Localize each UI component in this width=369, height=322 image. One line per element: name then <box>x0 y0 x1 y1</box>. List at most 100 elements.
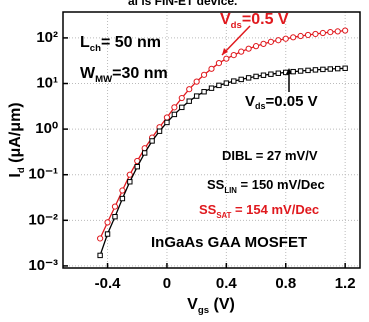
marker <box>260 40 267 47</box>
y-axis-label: Id (μA/μm) <box>7 102 27 177</box>
annotation: WMW=30 nm <box>80 65 168 85</box>
marker <box>119 195 126 202</box>
marker <box>297 32 304 40</box>
marker <box>111 203 119 210</box>
x-tick-label: 0 <box>163 275 171 292</box>
y-axis-label-part: I <box>7 173 24 177</box>
marker <box>97 235 104 242</box>
marker <box>304 31 312 39</box>
marker <box>260 72 267 78</box>
arrow-head <box>222 48 228 55</box>
y-tick-label: 10⁰ <box>35 120 58 137</box>
marker <box>319 29 326 37</box>
marker <box>186 98 192 104</box>
series-line <box>99 67 346 256</box>
marker <box>230 51 237 59</box>
annotation-part: V <box>245 93 255 110</box>
marker <box>149 138 155 144</box>
marker <box>163 114 171 121</box>
marker <box>312 30 319 38</box>
marker <box>342 65 348 71</box>
annotation-sub: SAT <box>216 211 231 220</box>
marker <box>127 179 133 185</box>
y-axis-label-part: (μA/μm) <box>7 102 24 167</box>
annotation: SSSAT = 154 mV/Dec <box>199 202 319 219</box>
arrow-head <box>286 68 292 74</box>
top-fragment: al is FIN-ET device. <box>128 0 237 8</box>
annotation-part: V <box>220 11 231 28</box>
annotation-part: DIBL = 27 mV/V <box>222 148 318 163</box>
annotation-sub: ch <box>90 43 101 54</box>
x-axis-label: Vgs (V) <box>187 296 235 316</box>
marker <box>245 45 252 52</box>
annotation-sub: LIN <box>224 186 237 195</box>
marker <box>126 171 133 178</box>
plot-frame <box>62 11 361 269</box>
annotation-sub: ds <box>255 101 266 111</box>
marker <box>186 86 193 93</box>
marker <box>231 78 237 84</box>
marker <box>238 76 244 83</box>
marker <box>327 29 334 36</box>
marker <box>112 214 118 220</box>
marker <box>267 38 274 45</box>
annotation-part: SS <box>199 202 217 217</box>
marker <box>171 104 178 111</box>
y-tick-label: 10⁻¹ <box>28 166 58 183</box>
x-tick-label: 1.2 <box>335 275 356 292</box>
y-axis-label-sub: d <box>16 167 27 173</box>
annotation: Lch= 50 nm <box>80 34 161 54</box>
x-tick-label: 0.4 <box>216 275 238 292</box>
marker <box>208 85 215 91</box>
marker <box>305 67 311 74</box>
y-tick-label: 10⁻² <box>28 211 58 228</box>
annotation-part: = 50 nm <box>101 34 161 51</box>
marker <box>238 48 245 55</box>
annotation-part: L <box>80 34 90 51</box>
annotation: Vds=0.5 V <box>220 11 289 31</box>
marker <box>201 89 207 95</box>
marker <box>268 71 274 77</box>
marker <box>297 68 304 74</box>
y-tick-label: 10⁻³ <box>28 257 58 274</box>
marker <box>290 68 296 75</box>
arrow <box>221 25 251 56</box>
marker <box>171 111 178 118</box>
annotation-part: = 154 mV/Dec <box>231 202 319 217</box>
annotation-part: = 150 mV/Dec <box>237 177 325 192</box>
annotation: SSLIN = 150 mV/Dec <box>207 177 325 194</box>
annotation: DIBL = 27 mV/V <box>222 148 318 163</box>
annotation-sub: MW <box>95 74 113 85</box>
annotation-part: =0.05 V <box>266 93 318 110</box>
marker <box>141 150 148 156</box>
annotation-part: =0.5 V <box>242 11 289 28</box>
marker <box>200 71 208 78</box>
marker <box>178 94 185 102</box>
marker <box>97 252 103 259</box>
marker <box>179 104 185 111</box>
marker <box>119 187 126 194</box>
marker <box>335 65 341 72</box>
annotation-part: W <box>80 65 96 82</box>
marker <box>216 82 222 89</box>
annotation-part: SS <box>207 177 225 192</box>
y-tick-label: 10¹ <box>36 74 58 91</box>
y-tick-label: 10² <box>36 29 58 46</box>
marker <box>334 28 341 35</box>
marker <box>290 34 297 41</box>
marker <box>193 78 200 85</box>
marker <box>252 43 260 50</box>
marker <box>275 37 282 44</box>
marker <box>193 93 200 99</box>
marker <box>223 80 230 86</box>
marker <box>275 70 282 76</box>
annotation: InGaAs GAA MOSFET <box>151 234 307 251</box>
annotation-part: =30 nm <box>112 65 168 82</box>
marker <box>104 219 111 226</box>
x-tick-label: 0.8 <box>275 275 296 292</box>
marker <box>215 60 223 67</box>
marker <box>320 66 326 73</box>
annotation-sub: ds <box>231 20 242 31</box>
marker <box>245 75 252 81</box>
x-tick-label: -0.4 <box>95 275 122 292</box>
